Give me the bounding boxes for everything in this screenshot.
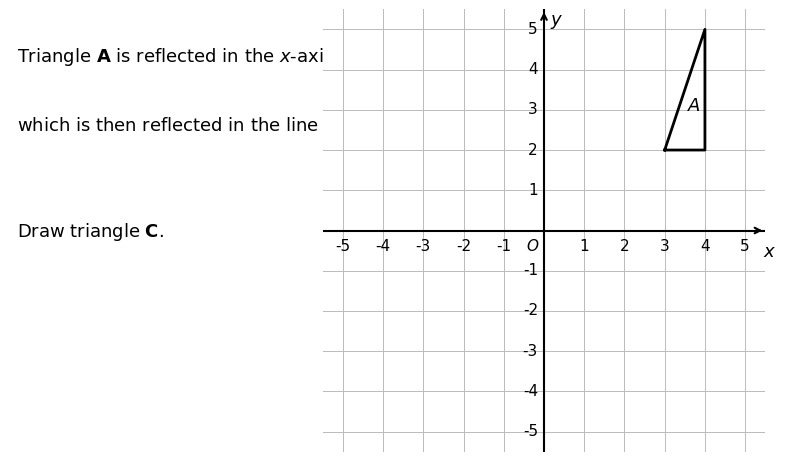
Text: which is then reflected in the line $y = x$ to give triangle $\mathbf{C}$.: which is then reflected in the line $y =…	[17, 115, 534, 137]
Text: -1: -1	[496, 239, 511, 254]
Text: -1: -1	[523, 263, 538, 278]
Text: Draw triangle $\mathbf{C}$.: Draw triangle $\mathbf{C}$.	[17, 221, 164, 243]
Text: Triangle $\mathbf{A}$ is reflected in the $x$-axis to give triangle $\mathbf{B}$: Triangle $\mathbf{A}$ is reflected in th…	[17, 46, 501, 68]
Text: 3: 3	[528, 102, 538, 117]
Text: -5: -5	[335, 239, 350, 254]
Text: -2: -2	[456, 239, 471, 254]
Text: 4: 4	[528, 62, 538, 77]
Text: $x$: $x$	[763, 243, 777, 261]
Text: 3: 3	[660, 239, 670, 254]
Text: 5: 5	[528, 22, 538, 37]
Text: -4: -4	[523, 384, 538, 399]
Text: 1: 1	[528, 183, 538, 198]
Text: 4: 4	[700, 239, 710, 254]
Text: $A$: $A$	[687, 97, 701, 115]
Text: O: O	[526, 239, 538, 254]
Text: $y$: $y$	[550, 13, 563, 31]
Text: -3: -3	[522, 344, 538, 359]
Text: 2: 2	[620, 239, 630, 254]
Text: 5: 5	[740, 239, 750, 254]
Text: -5: -5	[523, 424, 538, 439]
Text: -2: -2	[523, 303, 538, 319]
Text: -4: -4	[375, 239, 390, 254]
Text: 1: 1	[579, 239, 589, 254]
Text: -3: -3	[416, 239, 431, 254]
Text: 2: 2	[528, 142, 538, 158]
